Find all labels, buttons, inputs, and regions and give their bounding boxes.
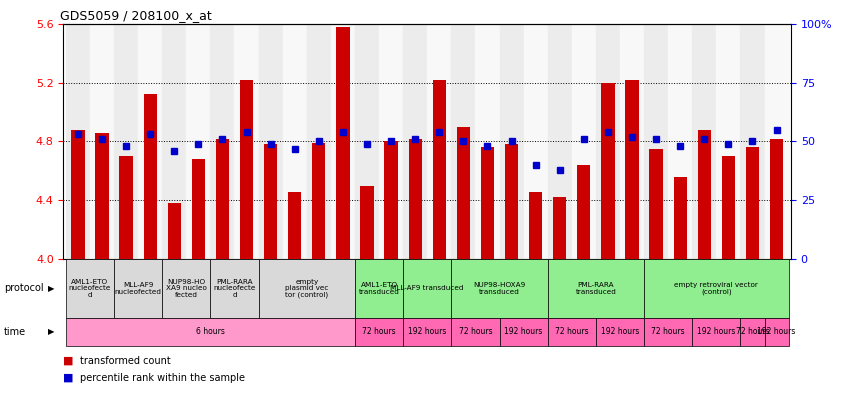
Bar <box>119 156 133 259</box>
Text: 192 hours: 192 hours <box>697 327 735 336</box>
Text: PML-RARA
transduced: PML-RARA transduced <box>575 282 616 295</box>
Text: MLL-AF9
nucleofected: MLL-AF9 nucleofected <box>115 282 162 295</box>
Bar <box>620 24 644 259</box>
Bar <box>192 159 205 259</box>
Bar <box>740 24 765 259</box>
Bar <box>90 24 114 259</box>
Bar <box>331 24 355 259</box>
Bar <box>547 24 572 259</box>
Bar <box>312 143 326 259</box>
Bar <box>404 24 427 259</box>
Text: 72 hours: 72 hours <box>651 327 685 336</box>
Bar <box>216 138 229 259</box>
Text: time: time <box>4 327 26 337</box>
Text: NUP98-HO
XA9 nucleo
fected: NUP98-HO XA9 nucleo fected <box>166 279 206 298</box>
Bar <box>114 24 138 259</box>
Text: MLL-AF9 transduced: MLL-AF9 transduced <box>391 285 464 292</box>
Bar <box>499 24 524 259</box>
Bar <box>71 130 85 259</box>
Bar <box>529 191 542 259</box>
Bar <box>144 94 157 259</box>
Bar <box>722 156 735 259</box>
Text: PML-RARA
nucleofecte
d: PML-RARA nucleofecte d <box>213 279 255 298</box>
Bar <box>625 79 639 259</box>
Bar <box>96 132 108 259</box>
Bar <box>138 24 162 259</box>
Bar <box>602 83 614 259</box>
Bar <box>234 24 259 259</box>
Text: transformed count: transformed count <box>80 356 171 366</box>
Bar <box>432 79 446 259</box>
Text: 192 hours: 192 hours <box>504 327 543 336</box>
Text: 72 hours: 72 hours <box>555 327 589 336</box>
Text: ▶: ▶ <box>47 327 54 336</box>
Text: percentile rank within the sample: percentile rank within the sample <box>80 373 245 383</box>
Bar <box>770 138 783 259</box>
Bar <box>379 24 404 259</box>
Bar <box>572 24 596 259</box>
Text: protocol: protocol <box>4 283 44 294</box>
Bar <box>186 24 211 259</box>
Bar <box>66 24 90 259</box>
Text: ▶: ▶ <box>47 284 54 293</box>
Text: 192 hours: 192 hours <box>601 327 639 336</box>
Bar <box>355 24 379 259</box>
Bar <box>240 79 253 259</box>
Bar <box>475 24 499 259</box>
Bar <box>283 24 307 259</box>
Bar <box>457 127 470 259</box>
Bar <box>668 24 692 259</box>
Bar <box>264 144 277 259</box>
Bar <box>481 147 494 259</box>
Bar <box>596 24 620 259</box>
Bar <box>427 24 451 259</box>
Bar <box>717 24 740 259</box>
Text: empty
plasmid vec
tor (control): empty plasmid vec tor (control) <box>285 279 328 298</box>
Text: 72 hours: 72 hours <box>459 327 492 336</box>
Text: AML1-ETO
nucleofecte
d: AML1-ETO nucleofecte d <box>69 279 111 298</box>
Bar <box>553 197 566 259</box>
Bar <box>698 130 711 259</box>
Bar <box>211 24 234 259</box>
Bar <box>259 24 283 259</box>
Text: 72 hours: 72 hours <box>736 327 769 336</box>
Bar <box>336 26 349 259</box>
Bar <box>577 165 591 259</box>
Text: AML1-ETO
transduced: AML1-ETO transduced <box>359 282 399 295</box>
Bar <box>288 191 301 259</box>
Bar <box>650 149 662 259</box>
Bar <box>384 141 398 259</box>
Bar <box>505 144 518 259</box>
Bar <box>162 24 186 259</box>
Bar <box>168 203 181 259</box>
Text: 192 hours: 192 hours <box>408 327 447 336</box>
Bar <box>673 177 687 259</box>
Text: GDS5059 / 208100_x_at: GDS5059 / 208100_x_at <box>60 9 212 22</box>
Bar <box>644 24 668 259</box>
Bar <box>451 24 475 259</box>
Bar <box>692 24 717 259</box>
Bar <box>360 185 374 259</box>
Bar <box>765 24 788 259</box>
Bar <box>307 24 331 259</box>
Text: 72 hours: 72 hours <box>362 327 396 336</box>
Text: 192 hours: 192 hours <box>757 327 796 336</box>
Bar <box>524 24 547 259</box>
Text: 6 hours: 6 hours <box>196 327 225 336</box>
Text: empty retroviral vector
(control): empty retroviral vector (control) <box>674 282 758 295</box>
Bar <box>746 147 759 259</box>
Text: ■: ■ <box>63 373 74 383</box>
Text: ■: ■ <box>63 356 74 366</box>
Text: NUP98-HOXA9
transduced: NUP98-HOXA9 transduced <box>474 282 525 295</box>
Bar <box>409 138 422 259</box>
